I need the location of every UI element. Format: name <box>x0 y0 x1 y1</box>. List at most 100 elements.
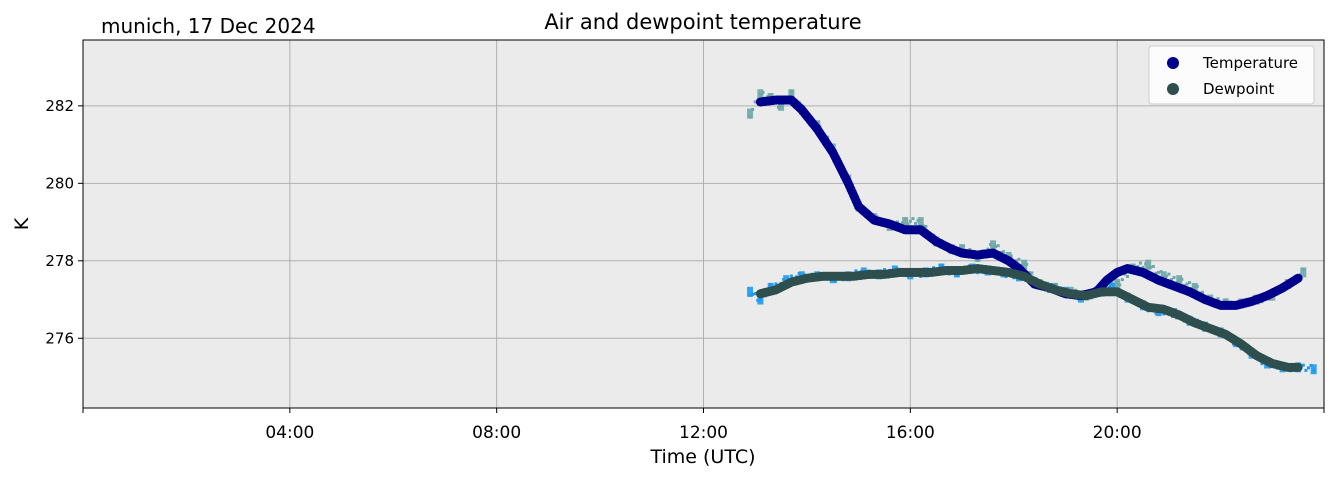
raw-tick <box>1180 277 1184 281</box>
raw-tick <box>774 282 778 286</box>
raw-tick <box>882 268 886 272</box>
raw-tick <box>895 220 899 224</box>
raw-tick <box>1177 279 1181 283</box>
raw-tick <box>1306 366 1310 370</box>
raw-tick <box>1301 268 1305 272</box>
raw-tick <box>1164 274 1168 278</box>
raw-tick <box>1169 278 1173 282</box>
x-tick-label: 04:00 <box>265 423 314 443</box>
raw-tick <box>1301 363 1305 367</box>
y-tick-label: 282 <box>45 97 74 115</box>
raw-tick <box>1159 270 1163 274</box>
raw-tick <box>1115 281 1119 285</box>
raw-tick <box>789 274 793 278</box>
y-tick-label: 276 <box>45 329 74 347</box>
raw-tick <box>939 263 943 267</box>
data-point <box>1293 362 1303 372</box>
raw-tick <box>903 217 907 221</box>
raw-tick <box>1309 363 1313 367</box>
series-layer <box>755 95 1303 372</box>
raw-tick <box>901 221 905 225</box>
raw-tick <box>753 100 757 104</box>
x-tick-label: 08:00 <box>472 423 521 443</box>
raw-tick <box>1304 368 1308 372</box>
raw-tick <box>988 242 992 246</box>
raw-tick <box>1009 254 1013 258</box>
x-tick-label: 12:00 <box>679 423 728 443</box>
raw-tick <box>1014 259 1018 263</box>
raw-tick <box>1185 282 1189 286</box>
raw-tick <box>789 89 793 93</box>
raw-tick <box>1030 271 1034 275</box>
raw-tick <box>1022 262 1026 266</box>
raw-tick <box>1154 311 1158 315</box>
raw-tick <box>1120 278 1124 282</box>
raw-tick <box>758 92 762 96</box>
legend-label: Temperature <box>1202 54 1298 72</box>
legend-marker <box>1167 57 1179 69</box>
data-point <box>1293 273 1303 283</box>
y-axis: 276 278 280 282 <box>45 97 83 347</box>
raw-tick <box>753 292 757 296</box>
x-axis-label: Time (UTC) <box>649 446 755 468</box>
y-axis-label: K <box>11 217 33 230</box>
raw-point <box>1145 259 1152 270</box>
raw-tick <box>1118 283 1122 287</box>
y-tick-label: 280 <box>45 174 74 192</box>
raw-tick <box>986 247 990 251</box>
raw-tick <box>996 244 1000 248</box>
raw-tick <box>1312 369 1316 373</box>
raw-tick <box>1144 262 1148 266</box>
legend-label: Dewpoint <box>1203 80 1274 98</box>
raw-tick <box>1172 275 1176 279</box>
location-date-label: munich, 17 Dec 2024 <box>101 14 316 38</box>
raw-tick <box>908 219 912 223</box>
raw-tick <box>1195 284 1199 288</box>
raw-point <box>917 217 924 228</box>
raw-tick <box>1151 264 1155 268</box>
raw-tick <box>1224 298 1228 302</box>
raw-tick <box>1167 272 1171 276</box>
raw-tick <box>914 221 918 225</box>
raw-tick <box>756 298 760 302</box>
raw-tick <box>1138 261 1142 265</box>
raw-tick <box>833 279 837 283</box>
raw-tick <box>955 273 959 277</box>
x-axis: 04:00 08:00 12:00 16:00 20:00 <box>82 408 1325 443</box>
raw-tick <box>960 244 964 248</box>
raw-tick <box>782 277 786 281</box>
raw-tick <box>776 105 780 109</box>
legend-box <box>1148 45 1315 105</box>
raw-tick <box>921 224 925 228</box>
raw-tick <box>1193 285 1197 289</box>
raw-tick <box>748 115 752 119</box>
raw-point <box>747 286 754 297</box>
raw-tick <box>991 245 995 249</box>
raw-point <box>747 108 754 119</box>
raw-tick <box>1025 262 1029 266</box>
legend-marker <box>1167 83 1179 95</box>
raw-tick <box>1299 272 1303 276</box>
raw-tick <box>769 93 773 97</box>
raw-tick <box>1110 282 1114 286</box>
raw-point <box>1160 271 1167 282</box>
legend: Temperature Dewpoint <box>1148 45 1315 105</box>
raw-tick <box>1157 270 1161 274</box>
raw-tick <box>854 269 858 273</box>
x-tick-label: 16:00 <box>886 423 935 443</box>
raw-point <box>990 240 997 251</box>
raw-point <box>1300 267 1307 278</box>
raw-tick <box>924 224 928 228</box>
grid <box>83 40 1324 408</box>
raw-tick <box>1260 362 1264 366</box>
raw-tick <box>1017 257 1021 261</box>
raw-tick <box>766 94 770 98</box>
x-tick-label: 20:00 <box>1093 423 1142 443</box>
raw-tick <box>1154 271 1158 275</box>
raw-tick <box>906 222 910 226</box>
raw-tick <box>761 90 765 94</box>
raw-tick <box>751 292 755 296</box>
raw-tick <box>976 258 980 262</box>
raw-tick <box>1200 290 1204 294</box>
